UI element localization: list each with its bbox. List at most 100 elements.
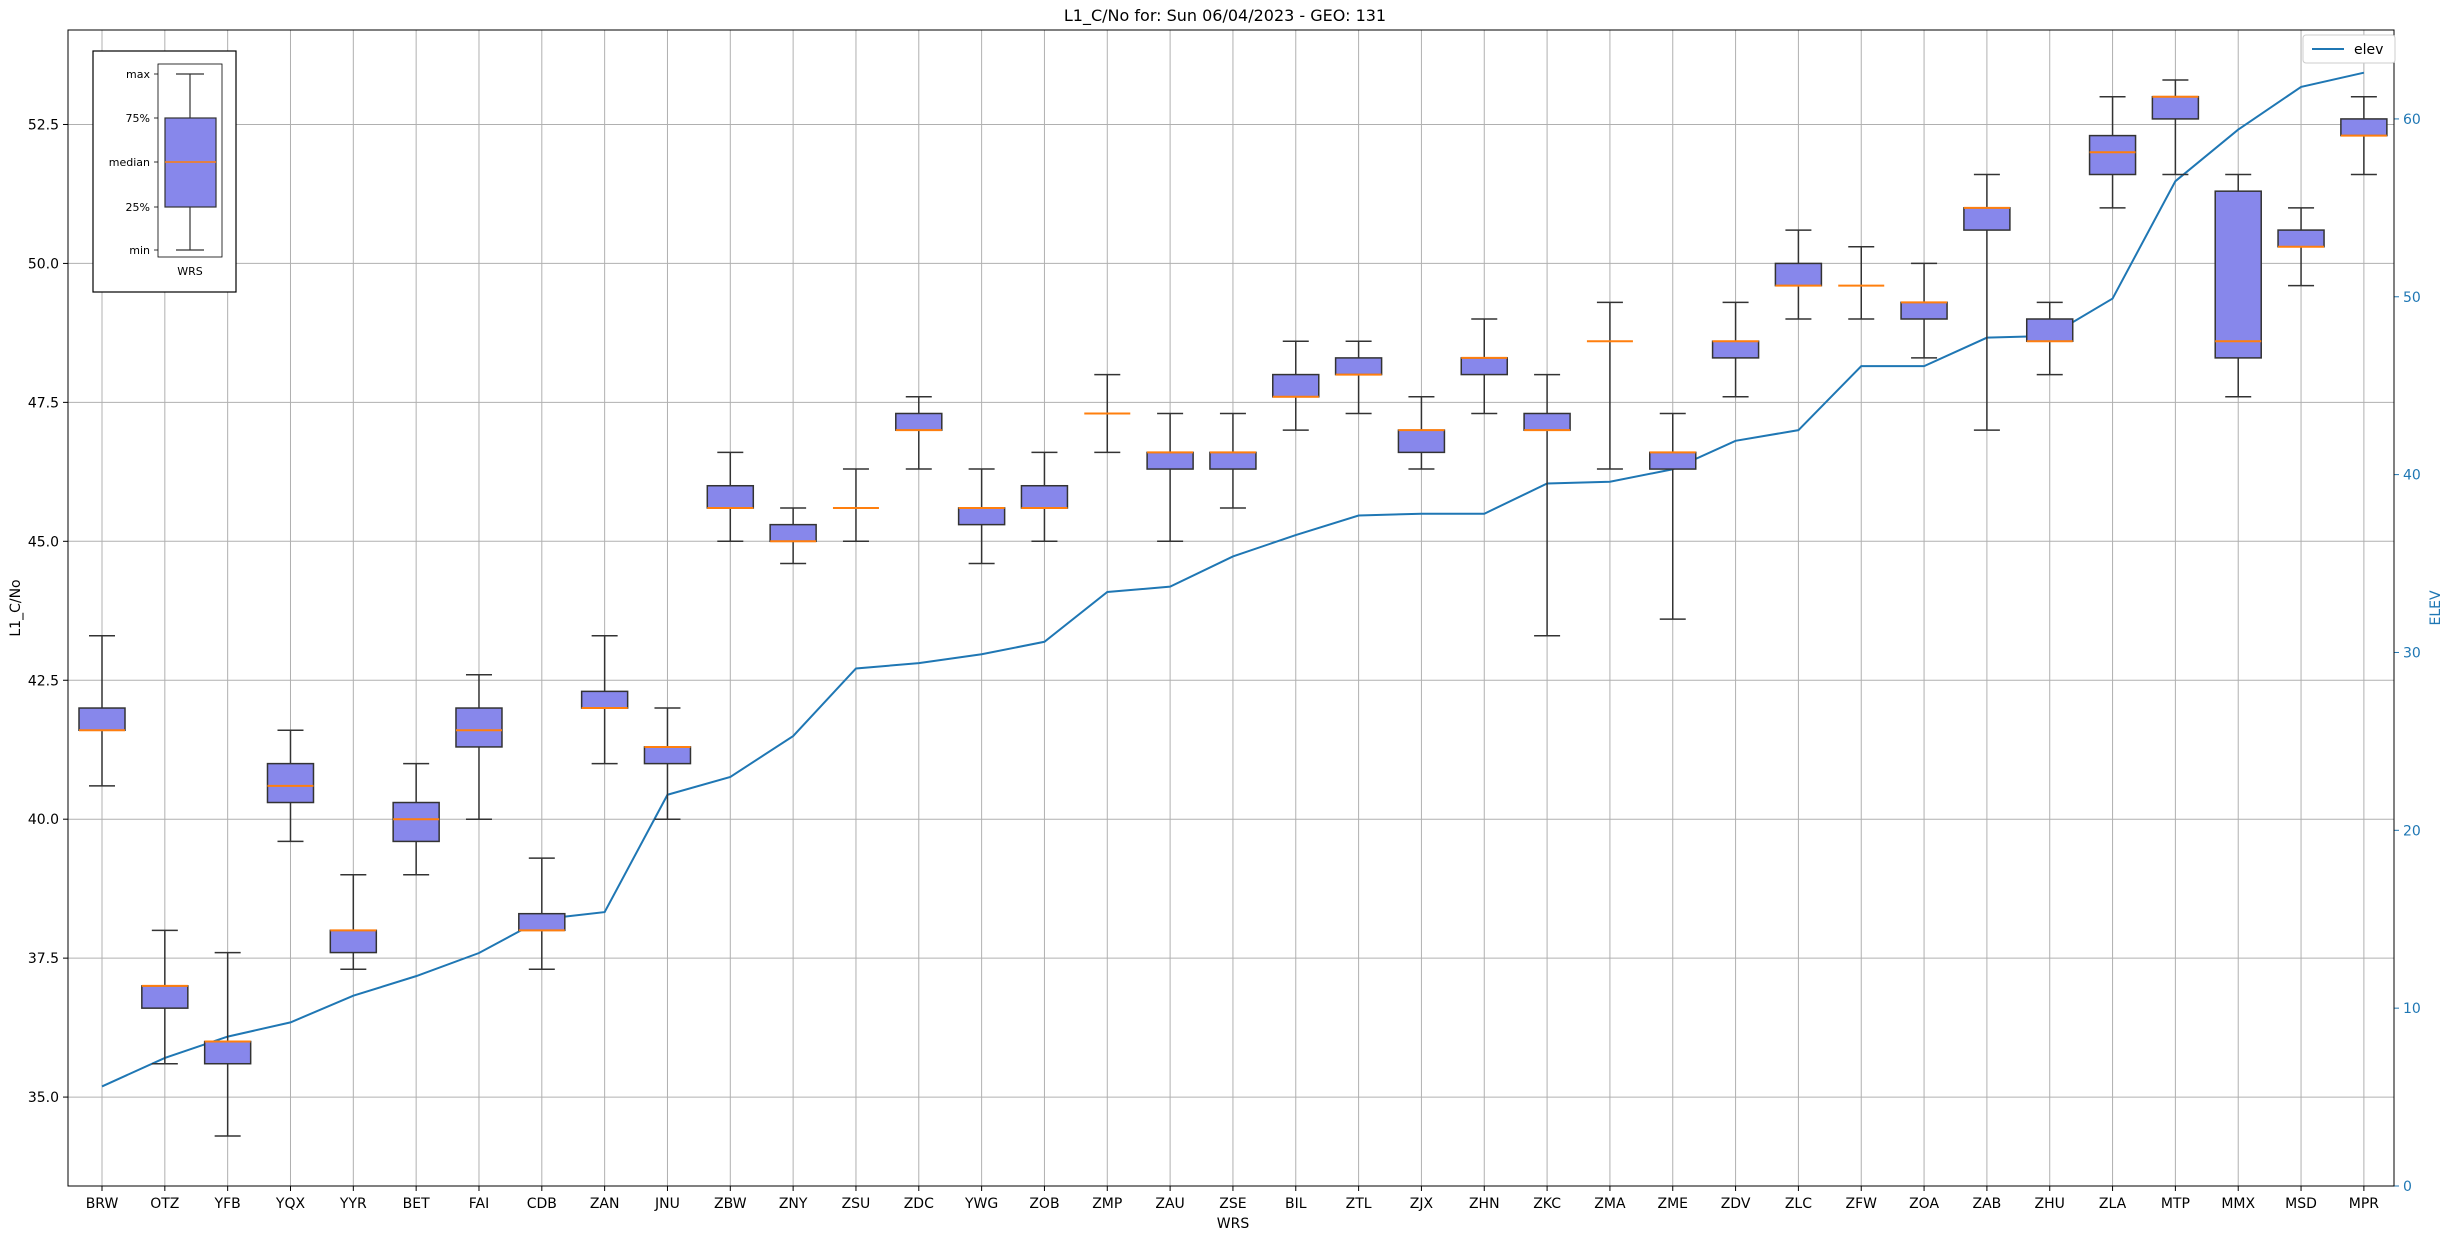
box-iqr — [1272, 373, 1320, 398]
x-tick-label: ZHU — [2035, 1196, 2065, 1212]
box-JNU — [643, 707, 692, 820]
grid-lines — [68, 30, 2394, 1186]
x-tick-label: JNU — [654, 1196, 680, 1212]
y2-tick-label: 30 — [2403, 645, 2421, 661]
box-ZLC — [1774, 229, 1823, 320]
legend: elev — [2302, 34, 2396, 64]
x-tick-label: ZME — [1657, 1196, 1688, 1212]
box-MTP — [2151, 79, 2200, 176]
box-iqr — [2025, 318, 2074, 342]
box-iqr — [2088, 134, 2137, 176]
box-YYR — [329, 874, 378, 970]
x-tick-label: ZLA — [2099, 1196, 2127, 1212]
box-ZFW — [1838, 246, 1885, 320]
inset-tick-label: 75% — [126, 112, 150, 125]
y-tick-label: 45.0 — [28, 534, 59, 550]
y2-tick-label: 20 — [2403, 823, 2421, 839]
x-tick-label: MPR — [2349, 1196, 2380, 1212]
box-FAI — [455, 673, 503, 820]
boxplot-key-inset: max 75% median 25% min WRS — [92, 50, 237, 293]
box-YWG — [957, 468, 1006, 565]
box-YFB — [203, 951, 252, 1137]
box-iqr — [2151, 95, 2200, 120]
x-tick-label: ZAU — [1155, 1196, 1184, 1212]
box-ZDV — [1711, 301, 1760, 398]
box-iqr — [455, 707, 503, 748]
x-tick-label: ZNY — [779, 1196, 808, 1212]
box-iqr — [1146, 451, 1194, 470]
x-tick-label: ZJX — [1410, 1196, 1434, 1212]
x-tick-label: YYR — [339, 1196, 367, 1212]
box-ZHN — [1460, 318, 1509, 415]
y2-tick-label: 10 — [2403, 1001, 2421, 1017]
x-tick-label: ZSU — [842, 1196, 871, 1212]
y2-axis-label: ELEV — [2428, 590, 2444, 625]
box-ZBW — [706, 451, 755, 543]
x-tick-label: ZHN — [1469, 1196, 1500, 1212]
x-tick-label: ZOB — [1029, 1196, 1059, 1212]
box-ZSU — [832, 468, 879, 543]
y-axis-label: L1_C/No — [8, 579, 24, 636]
box-CDB — [518, 857, 566, 970]
box-ZTL — [1334, 340, 1383, 415]
x-tick-label: ZLC — [1785, 1196, 1812, 1212]
box-series — [78, 79, 2388, 1137]
inset-tick-label: 25% — [126, 201, 150, 214]
box-ZDC — [895, 396, 943, 470]
x-tick-label: ZMA — [1594, 1196, 1626, 1212]
box-MSD — [2277, 207, 2325, 287]
box-BIL — [1272, 340, 1320, 431]
box-iqr — [1020, 484, 1069, 509]
box-iqr — [2277, 229, 2325, 248]
box-MPR — [2340, 95, 2388, 176]
x-tick-label: YFB — [214, 1196, 241, 1212]
box-iqr — [706, 484, 755, 509]
x-tick-label: ZSE — [1219, 1196, 1246, 1212]
y-tick-label: 50.0 — [28, 256, 59, 272]
x-tick-label: ZOA — [1909, 1196, 1939, 1212]
x-tick-label: ZBW — [714, 1196, 747, 1212]
x-tick-label: YWG — [964, 1196, 998, 1212]
x-tick-label: ZFW — [1845, 1196, 1877, 1212]
box-ZNY — [769, 507, 817, 565]
inset-tick-label: max — [126, 68, 150, 81]
box-ZAB — [1963, 173, 2011, 431]
x-tick-label: ZMP — [1092, 1196, 1122, 1212]
box-iqr — [2340, 118, 2388, 137]
box-ZME — [1649, 412, 1697, 620]
plot-frame — [67, 29, 2395, 1187]
x-tick-label: BRW — [86, 1196, 119, 1212]
x-tick-label: MTP — [2161, 1196, 2190, 1212]
box-iqr — [2214, 190, 2262, 359]
box-ZSE — [1209, 412, 1257, 509]
box-BRW — [78, 635, 126, 787]
box-iqr — [518, 912, 566, 932]
y-tick-label: 47.5 — [28, 395, 59, 411]
y2-tick-label: 0 — [2403, 1179, 2412, 1195]
box-iqr — [1711, 340, 1760, 359]
x-tick-label: OTZ — [150, 1196, 179, 1212]
x-tick-label: ZTL — [1346, 1196, 1372, 1212]
x-tick-label: BIL — [1285, 1196, 1307, 1212]
box-iqr — [895, 412, 943, 431]
y2-tick-label: 60 — [2403, 112, 2421, 128]
x-tick-label: MSD — [2285, 1196, 2317, 1212]
y-tick-label: 52.5 — [28, 117, 59, 133]
box-ZMP — [1084, 373, 1131, 454]
box-MMX — [2214, 173, 2262, 398]
box-iqr — [769, 523, 817, 543]
x-tick-label: ZAB — [1973, 1196, 2002, 1212]
inset-tick-label: min — [129, 244, 150, 257]
box-ZLA — [2088, 95, 2137, 209]
inset-tick-label: median — [109, 156, 150, 169]
box-iqr — [1209, 451, 1257, 470]
box-ZKC — [1523, 373, 1571, 637]
x-axis-label: WRS — [1217, 1216, 1250, 1232]
box-ZOA — [1900, 262, 1948, 359]
box-iqr — [1649, 451, 1697, 470]
x-tick-label: FAI — [469, 1196, 489, 1212]
box-OTZ — [141, 929, 189, 1065]
box-iqr — [1334, 357, 1383, 376]
box-ZMA — [1586, 301, 1633, 470]
